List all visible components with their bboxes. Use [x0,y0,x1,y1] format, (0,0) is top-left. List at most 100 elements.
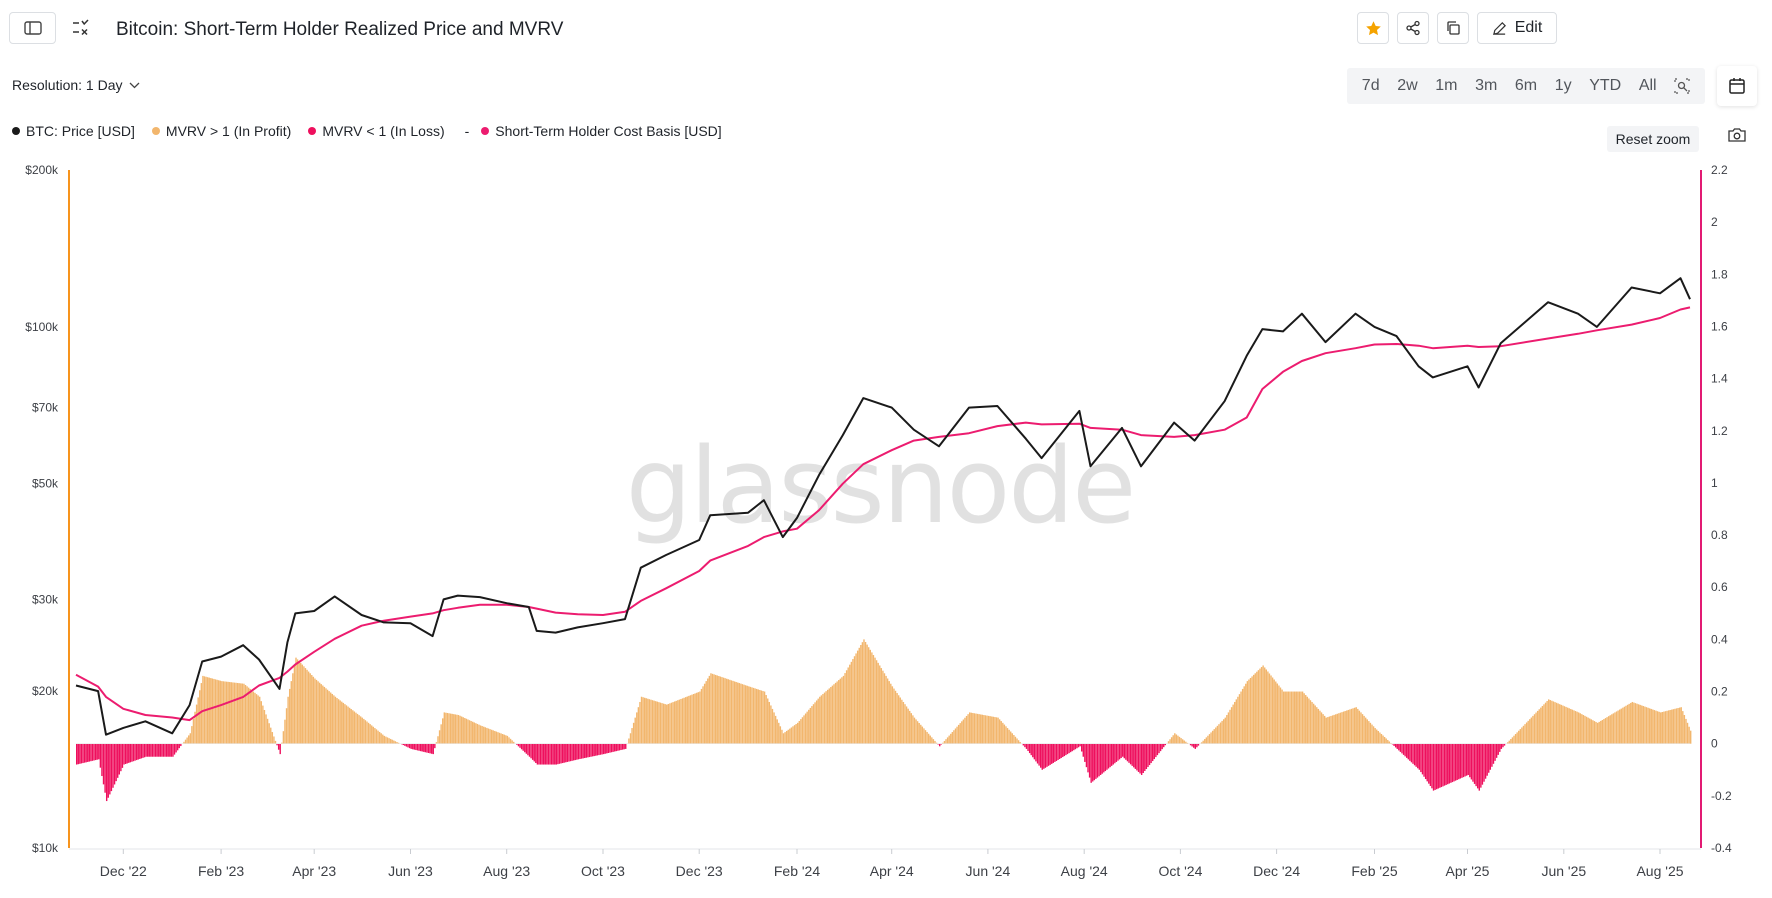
mvrv-profit-bar [735,681,737,744]
legend-item-loss[interactable]: MVRV < 1 (In Loss) [308,123,445,139]
legend-item-cost-basis[interactable]: Short-Term Holder Cost Basis [USD] [481,123,722,139]
share-button[interactable] [1397,12,1429,44]
mvrv-loss-bar [937,743,939,745]
sidebar-toggle-button[interactable] [9,12,56,44]
x-tick-label: Aug '25 [1636,863,1683,879]
mvrv-profit-bar [1682,711,1684,744]
mvrv-profit-bar [673,701,676,744]
mvrv-loss-bar [429,743,431,754]
mvrv-loss-bar [618,743,621,751]
mvrv-loss-bar [76,743,78,765]
range-ytd[interactable]: YTD [1589,77,1622,94]
mvrv-profit-bar [271,732,274,744]
mvrv-profit-bar [1248,679,1250,744]
reset-zoom-button[interactable]: Reset zoom [1607,126,1699,152]
mvrv-profit-bar [886,678,889,744]
mvrv-loss-bar [1036,743,1039,764]
mvrv-profit-bar [1311,701,1313,744]
mvrv-profit-bar [899,697,901,744]
mvrv-profit-bar [1554,702,1556,744]
mvrv-profit-bar [1658,711,1660,744]
mvrv-profit-bar [795,723,797,744]
mvrv-profit-bar [446,712,449,744]
mvrv-loss-bar [120,743,122,772]
mvrv-profit-bar [494,730,496,744]
mvrv-profit-bar [662,703,665,744]
legend-item-profit[interactable]: MVRV > 1 (In Profit) [151,123,291,139]
mvrv-profit-bar [1607,716,1610,744]
mvrv-profit-bar [1536,710,1539,744]
mvrv-profit-bar [678,699,681,744]
mvrv-loss-bar [1163,743,1165,748]
mvrv-profit-bar [391,739,393,744]
mvrv-loss-bar [1022,743,1025,746]
mvrv-loss-bar [159,743,162,757]
top-bar: Bitcoin: Short-Term Holder Realized Pric… [0,0,1772,66]
mvrv-profit-bar [492,730,494,744]
mvrv-loss-bar [579,743,581,760]
mvrv-loss-bar [175,743,177,753]
mvrv-profit-bar [221,681,223,744]
mvrv-profit-bar [189,733,191,744]
mvrv-profit-bar [686,696,688,744]
mvrv-profit-bar [1671,709,1673,744]
mvrv-profit-bar [916,721,919,744]
screenshot-button[interactable] [1728,128,1746,147]
mvrv-loss-bar [1502,743,1504,748]
mvrv-profit-bar [213,678,215,744]
mvrv-profit-bar [1341,712,1343,744]
mvrv-profit-bar [924,730,927,744]
mvrv-profit-bar [700,688,703,744]
mvrv-profit-bar [443,712,446,744]
range-7d[interactable]: 7d [1361,77,1380,94]
range-3m[interactable]: 3m [1475,77,1498,94]
range-all[interactable]: All [1638,77,1657,94]
mvrv-profit-bar [888,681,890,744]
mvrv-profit-bar [880,668,883,744]
mvrv-profit-bar [467,719,469,744]
mvrv-profit-bar [440,724,442,744]
mvrv-loss-bar [576,743,578,760]
mvrv-profit-bar [1380,734,1383,744]
mvrv-profit-bar [251,690,253,744]
mvrv-profit-bar [240,683,242,744]
mvrv-profit-bar [352,710,354,744]
mvrv-loss-bar [528,743,531,757]
mvrv-loss-bar [1137,743,1140,772]
favorite-button[interactable] [1357,12,1389,44]
date-picker-button[interactable] [1717,66,1757,106]
mvrv-profit-bar [1292,691,1294,744]
mvrv-profit-bar [1661,712,1663,744]
edit-button[interactable]: Edit [1477,12,1557,44]
chart-settings-icon[interactable] [71,19,91,39]
mvrv-loss-bar [1434,743,1436,790]
mvrv-profit-bar [506,735,509,744]
mvrv-profit-bar [1290,691,1293,744]
legend-item-price[interactable]: BTC: Price [USD] [12,123,135,139]
range-2w[interactable]: 2w [1397,77,1418,94]
mvrv-loss-bar [1394,743,1397,748]
mvrv-loss-bar [423,743,425,752]
mvrv-profit-bar [874,657,876,744]
mvrv-profit-bar [1215,727,1217,744]
mvrv-profit-bar [1516,732,1518,744]
mvrv-profit-bar [755,688,758,744]
resolution-dropdown[interactable]: Resolution: 1 Day [12,77,140,93]
mvrv-profit-bar [1180,738,1182,744]
mvrv-profit-bar [697,692,700,744]
range-1m[interactable]: 1m [1435,77,1458,94]
range-6m[interactable]: 6m [1514,77,1538,94]
mvrv-profit-bar [804,713,807,744]
mvrv-profit-bar [265,714,267,744]
mvrv-loss-bar [1110,743,1113,766]
mvrv-profit-bar [845,670,848,744]
left-tick-label: $10k [32,841,59,855]
mvrv-profit-bar [1641,705,1643,744]
mvrv-profit-bar [371,725,373,744]
mvrv-loss-bar [543,743,545,765]
sidebar-icon [23,21,42,35]
range-1y[interactable]: 1y [1554,77,1572,94]
mvrv-profit-bar [1656,711,1659,744]
zoom-select-icon[interactable] [1674,78,1690,94]
duplicate-button[interactable] [1437,12,1469,44]
